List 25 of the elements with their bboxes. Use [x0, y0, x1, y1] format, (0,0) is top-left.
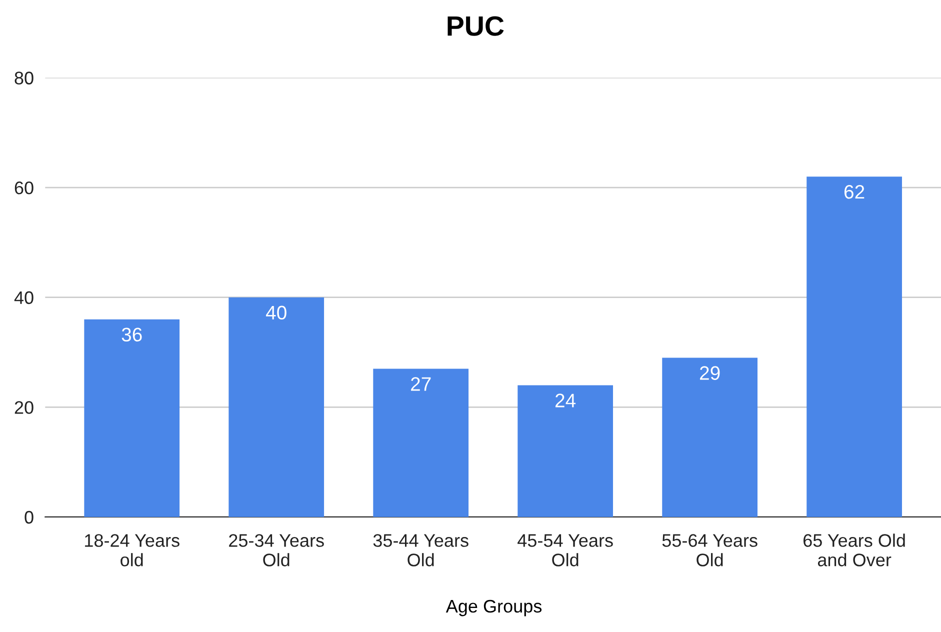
x-tick-label: 55-64 Years Old [662, 534, 758, 566]
bar [84, 319, 180, 517]
bar [228, 297, 324, 517]
chart-title: PUC [448, 16, 504, 36]
bar [373, 368, 469, 517]
data-label: 36 [122, 328, 142, 342]
x-axis-title: Age Groups [446, 600, 542, 616]
bar [518, 385, 614, 517]
y-tick-label: 20 [14, 401, 34, 414]
data-label: 29 [700, 366, 720, 380]
x-tick-label: 65 Years Old and Over [804, 534, 905, 566]
x-tick-label: 25-34 Years Old [229, 534, 324, 566]
data-label: 62 [844, 184, 864, 199]
y-tick-label: 0 [24, 510, 34, 524]
x-tick-label: 45-54 Years Old [518, 534, 613, 566]
x-tick-label: 35-44 Years Old [373, 534, 468, 566]
y-tick-label: 60 [14, 181, 34, 194]
y-tick-label: 40 [14, 291, 34, 304]
data-label: 24 [555, 394, 576, 408]
y-tick-label: 80 [14, 72, 34, 84]
data-label: 27 [411, 377, 431, 391]
x-tick-label: 18-24 Years old [85, 534, 180, 566]
bar [806, 176, 902, 517]
data-label: 40 [266, 306, 286, 320]
bar [662, 358, 758, 517]
